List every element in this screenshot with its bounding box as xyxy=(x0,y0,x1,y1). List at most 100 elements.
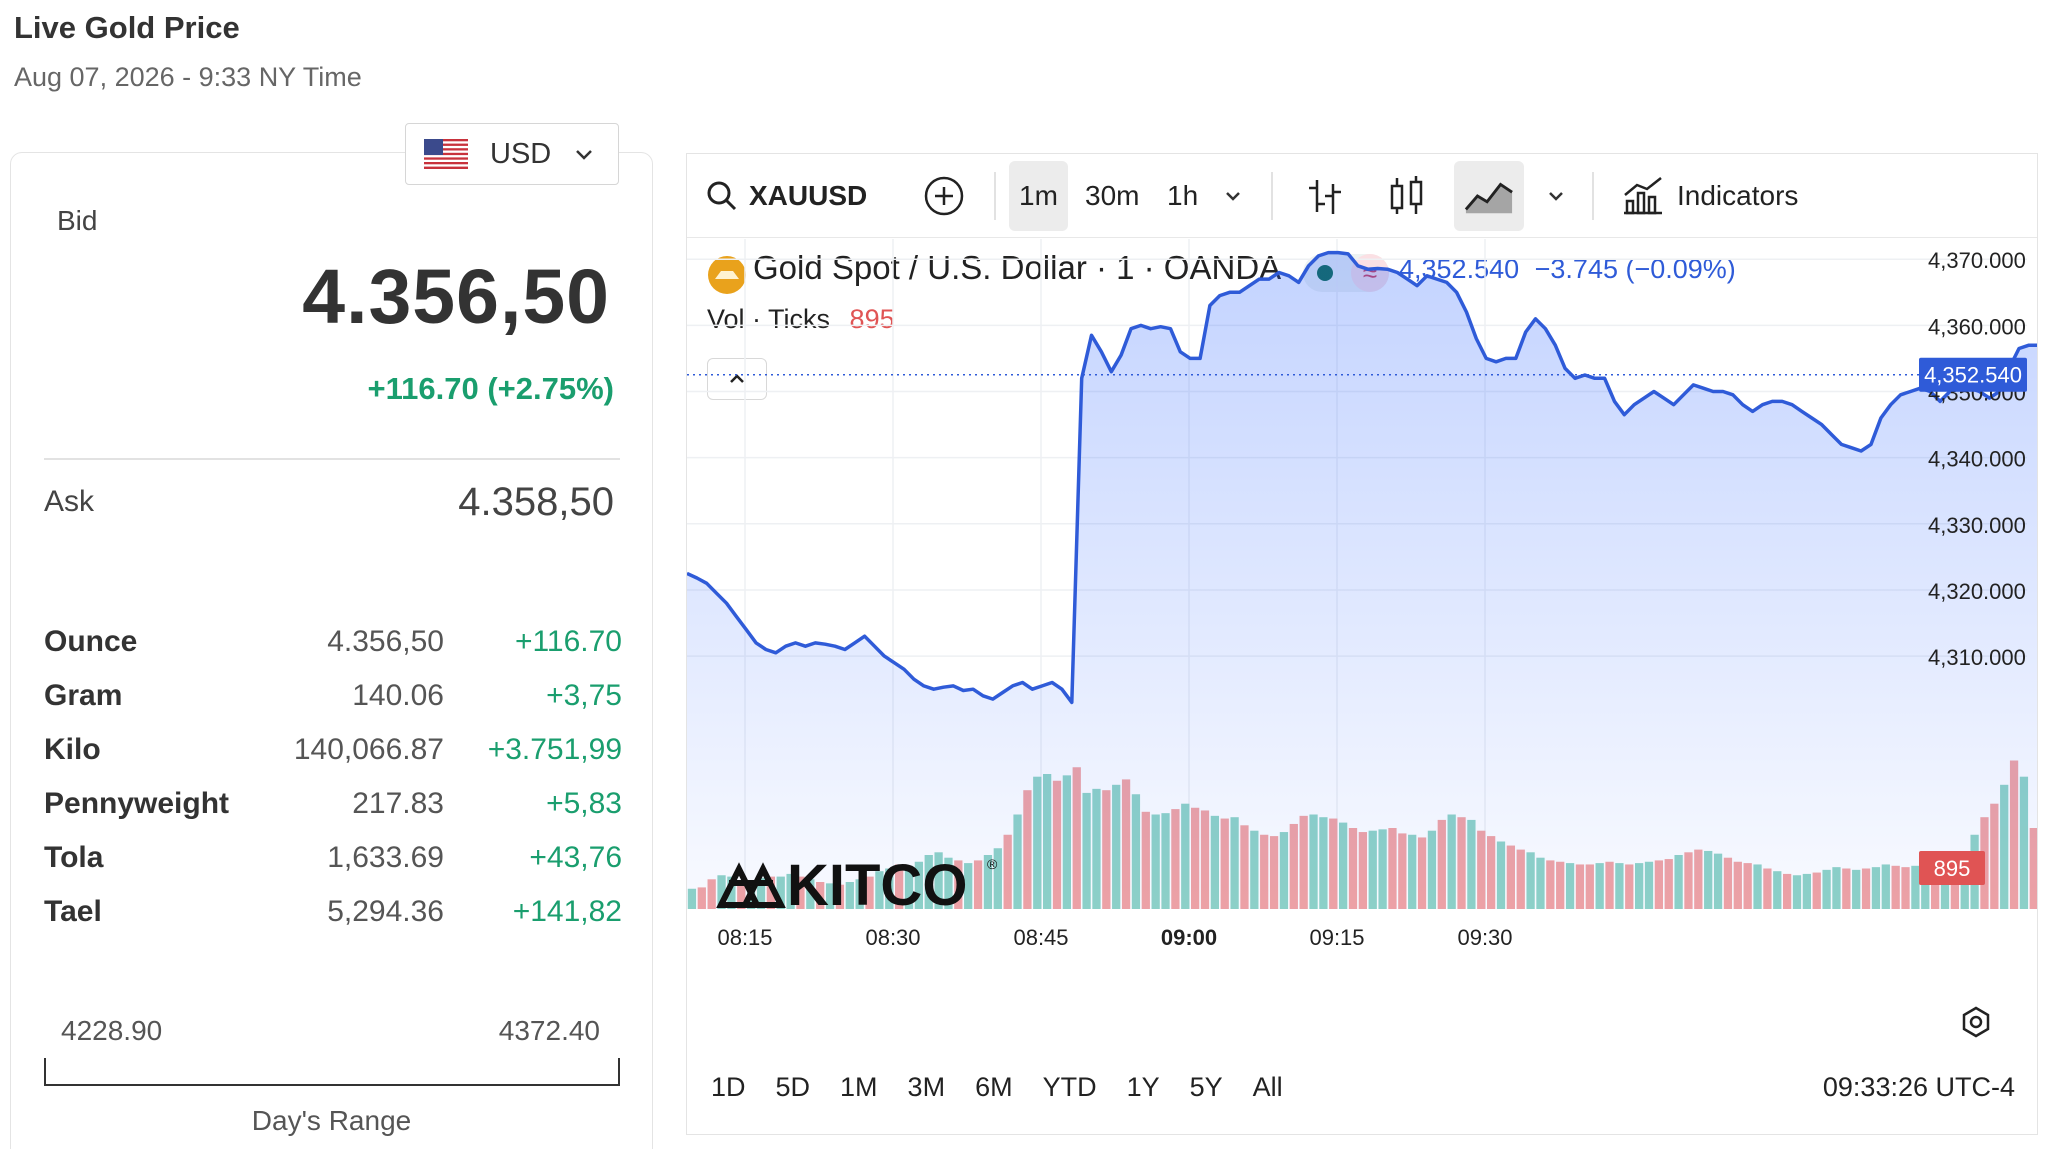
market-open-dot-icon xyxy=(1317,265,1333,281)
volume-bar xyxy=(1526,852,1535,909)
range-1m-button[interactable]: 1M xyxy=(840,1072,878,1102)
chevron-up-icon xyxy=(730,374,744,383)
volume-bar xyxy=(1871,867,1881,909)
unit-price: 217.83 xyxy=(352,787,444,820)
volume-bar xyxy=(904,865,914,909)
volume-bar xyxy=(1960,852,1969,909)
volume-bar xyxy=(1171,809,1180,909)
range-ytd-button[interactable]: YTD xyxy=(1042,1072,1097,1102)
volume-bar xyxy=(1161,813,1170,909)
bar-chart-type-button[interactable] xyxy=(1305,154,1345,238)
volume-tag xyxy=(1919,851,1985,885)
range-3m-button[interactable]: 3M xyxy=(907,1072,946,1102)
unit-row-kilo: Kilo 140,066.87 +3.751,99 xyxy=(44,723,634,777)
day-range-label: Day's Range xyxy=(251,1105,412,1136)
volume-bar xyxy=(707,879,716,909)
range-5d-button[interactable]: 5D xyxy=(775,1072,811,1102)
volume-bar xyxy=(1595,863,1604,909)
collapse-legend-button[interactable] xyxy=(707,358,767,400)
volume-bar xyxy=(1891,865,1900,909)
candlestick-icon xyxy=(1390,176,1423,214)
unit-change: +3.751,99 xyxy=(487,733,622,766)
search-icon xyxy=(707,181,737,211)
candle-chart-type-button[interactable] xyxy=(1387,154,1427,238)
delayed-data-icon: ≈ xyxy=(1351,254,1389,292)
chevron-down-icon xyxy=(1226,192,1240,201)
plus-circle-icon xyxy=(924,176,964,216)
volume-bar xyxy=(885,868,894,909)
volume-bar xyxy=(1250,830,1259,909)
volume-bar xyxy=(1240,825,1249,909)
unit-change: +5,83 xyxy=(546,787,622,820)
ask-label: Ask xyxy=(44,485,95,518)
price-chart[interactable]: 4,370.000 4,360.000 4,350.000 4,340.000 4,33… xyxy=(687,154,2037,1134)
toolbar-separator xyxy=(994,172,996,220)
chart-type-dropdown[interactable] xyxy=(1544,154,1568,238)
volume-bar xyxy=(934,852,943,909)
unit-price: 5,294.36 xyxy=(327,895,444,928)
range-all-button[interactable]: All xyxy=(1252,1072,1283,1102)
day-range-low: 4228.90 xyxy=(61,1015,163,1046)
interval-1m[interactable]: 1m xyxy=(1009,161,1068,231)
bid-change: +116.70 (+2.75%) xyxy=(367,371,614,406)
chart-panel: XAUUSD 1m 30m 1h Indicators xyxy=(686,153,2038,1135)
volume-bar xyxy=(1417,837,1427,909)
y-tick-label: 4,360.000 xyxy=(1928,314,2026,339)
volume-bar xyxy=(1575,864,1585,909)
volume-bar xyxy=(1043,774,1052,909)
settings-icon[interactable] xyxy=(1959,1005,1993,1039)
volume-bar xyxy=(717,875,726,909)
volume-bar xyxy=(1230,817,1239,909)
symbol-search[interactable]: XAUUSD xyxy=(705,154,867,238)
compare-button[interactable] xyxy=(923,154,965,238)
range-5y-button[interactable]: 5Y xyxy=(1189,1072,1223,1102)
x-tick-label: 08:30 xyxy=(865,925,920,950)
legend-title: Gold Spot / U.S. Dollar · 1 · OANDA xyxy=(753,249,1282,286)
volume-bar xyxy=(1003,834,1012,909)
ohlc-bars-icon xyxy=(1309,180,1341,214)
unit-change: +43,76 xyxy=(529,841,622,874)
indicators-icon xyxy=(1624,177,1662,215)
volume-bar xyxy=(756,877,766,909)
page-date: Aug 07, 2026 - 9:33 NY Time xyxy=(14,62,362,92)
area-chart-type-button[interactable] xyxy=(1454,161,1524,231)
volume-bar xyxy=(1368,830,1377,909)
volume-bar xyxy=(1723,857,1733,909)
volume-bar xyxy=(697,887,706,909)
volume-bar xyxy=(1339,822,1348,909)
volume-bar xyxy=(1191,807,1200,909)
unit-price: 140.06 xyxy=(352,679,444,712)
volume-bar xyxy=(1279,832,1289,909)
kitco-logo-icon xyxy=(716,862,786,908)
volume-bar xyxy=(1378,829,1387,909)
y-tick-label: 4,340.000 xyxy=(1928,447,2026,472)
volume-bar xyxy=(1398,833,1407,909)
volume-bar xyxy=(845,882,854,909)
indicators-button[interactable]: Indicators xyxy=(1621,154,1798,238)
volume-bar xyxy=(1565,863,1575,909)
volume-bar xyxy=(1200,810,1210,909)
volume-bar xyxy=(1842,868,1851,909)
interval-1h[interactable]: 1h xyxy=(1167,180,1199,211)
volume-bar xyxy=(1704,850,1713,909)
range-6m-button[interactable]: 6M xyxy=(975,1072,1013,1102)
y-tick-label: 4,310.000 xyxy=(1928,645,2026,670)
volume-bar xyxy=(2009,760,2019,909)
price-panel: Bid 4.356,50 +116.70 (+2.75%) Ask 4.358,… xyxy=(10,152,653,1149)
x-tick-label: 08:45 xyxy=(1013,925,1068,950)
volume-bar xyxy=(1408,834,1417,909)
volume-bar xyxy=(1319,817,1328,909)
volume-bar xyxy=(2019,776,2029,909)
currency-select[interactable]: USD xyxy=(405,123,619,185)
chart-clock: 09:33:26 UTC-4 xyxy=(1822,1072,2015,1102)
y-tick-label: 4,330.000 xyxy=(1928,513,2026,538)
range-1y-button[interactable]: 1Y xyxy=(1126,1072,1160,1102)
volume-bar xyxy=(1447,814,1456,909)
day-range-bar xyxy=(44,1058,620,1086)
unit-row-tola: Tola 1,633.69 +43,76 xyxy=(44,831,634,885)
x-tick-label: 09:00 xyxy=(1161,925,1217,950)
interval-dropdown[interactable] xyxy=(1221,154,1245,238)
interval-30m[interactable]: 30m xyxy=(1085,180,1140,211)
volume-bar xyxy=(1713,853,1723,909)
range-1d-button[interactable]: 1D xyxy=(711,1072,746,1102)
